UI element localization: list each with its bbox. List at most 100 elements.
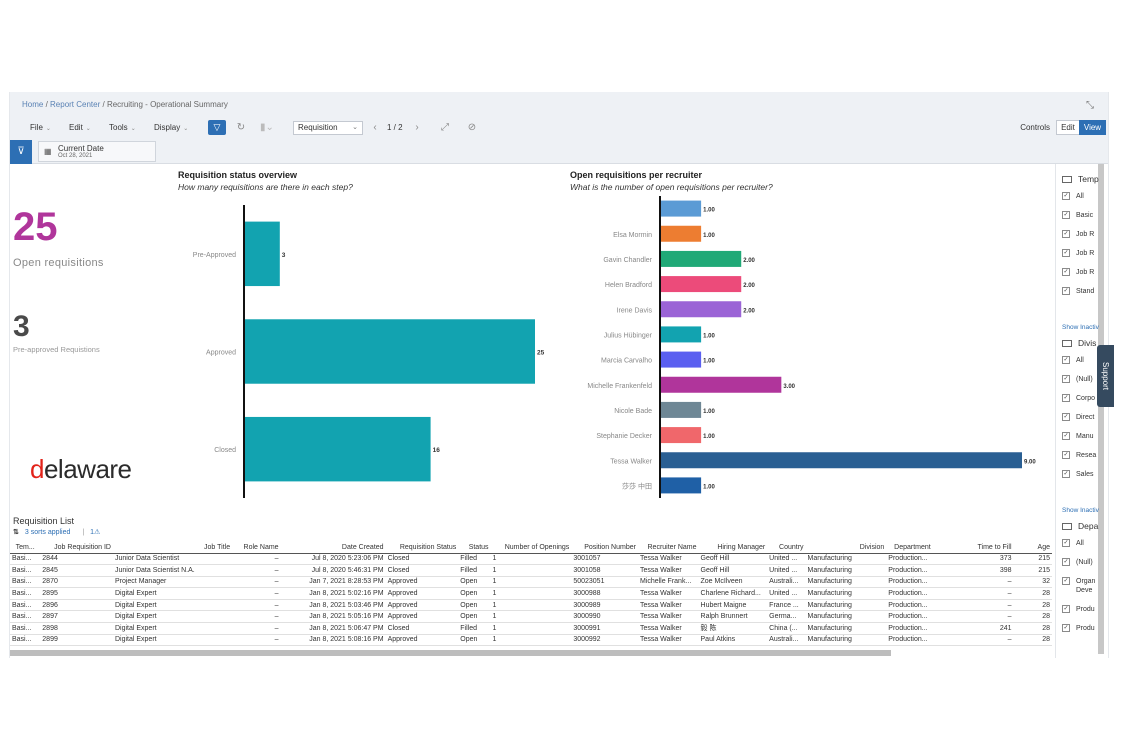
checkbox[interactable]: ✓ bbox=[1062, 539, 1070, 547]
chart2-bar bbox=[661, 452, 1022, 468]
filter-item[interactable]: ✓ All bbox=[1062, 356, 1084, 364]
table-cell: 215 bbox=[1014, 565, 1053, 577]
table-cell: 28 bbox=[1014, 588, 1053, 600]
column-header[interactable]: Tem... bbox=[10, 542, 40, 553]
filter-item[interactable]: ✓ Resea bbox=[1062, 451, 1096, 459]
filter-item[interactable]: ✓ All bbox=[1062, 539, 1084, 547]
table-cell: Open bbox=[458, 599, 490, 611]
charts-canvas: Pre-Approved 3Approved 25Closed 161.00Elsa … bbox=[10, 92, 1050, 512]
table-cell: 1 bbox=[491, 623, 572, 635]
table-cell: Basi... bbox=[10, 623, 40, 635]
checkbox[interactable]: ✓ bbox=[1062, 287, 1070, 295]
checkbox[interactable]: ✓ bbox=[1062, 432, 1070, 440]
column-header[interactable]: Time to Fill bbox=[933, 542, 1014, 553]
column-header[interactable]: Division bbox=[806, 542, 887, 553]
table-cell: Open bbox=[458, 588, 490, 600]
table-cell: Filled bbox=[458, 565, 490, 577]
filter-item[interactable]: ✓ Corpo bbox=[1062, 394, 1095, 402]
chart1-category-label: Pre-Approved bbox=[193, 252, 236, 259]
exit-fullscreen-icon[interactable]: ⤡ bbox=[1086, 100, 1094, 111]
checkbox[interactable]: ✓ bbox=[1062, 624, 1070, 632]
filter-item[interactable]: ✓ Job R bbox=[1062, 268, 1094, 276]
show-inactive-link[interactable]: Show Inactiv bbox=[1062, 507, 1099, 514]
checkbox[interactable]: ✓ bbox=[1062, 268, 1070, 276]
checkbox[interactable]: ✓ bbox=[1062, 413, 1070, 421]
checkbox[interactable]: ✓ bbox=[1062, 192, 1070, 200]
column-header[interactable]: Number of Openings bbox=[491, 542, 572, 553]
column-header[interactable]: Job Title bbox=[113, 542, 232, 553]
table-cell: Ralph Brunnert bbox=[699, 611, 768, 623]
filter-item[interactable]: ✓ Job R bbox=[1062, 230, 1094, 238]
table-cell: 1 bbox=[491, 634, 572, 646]
column-header[interactable]: Role Name bbox=[232, 542, 280, 553]
table-cell: Digital Expert bbox=[113, 634, 232, 646]
column-header[interactable]: Status bbox=[458, 542, 490, 553]
filter-item[interactable]: ✓ Basic bbox=[1062, 211, 1093, 219]
checkbox[interactable]: ✓ bbox=[1062, 375, 1070, 383]
checkbox[interactable]: ✓ bbox=[1062, 249, 1070, 257]
table-row[interactable]: Basi... 2845 Junior Data Scientist N.A. – Ju… bbox=[10, 565, 1052, 577]
checkbox[interactable]: ✓ bbox=[1062, 605, 1070, 613]
table-cell: Tessa Walker bbox=[638, 611, 699, 623]
column-header[interactable]: Recruiter Name bbox=[638, 542, 699, 553]
checkbox[interactable]: ✓ bbox=[1062, 451, 1070, 459]
table-row[interactable]: Basi... 2896 Digital Expert – Jan 8, 2021 5:… bbox=[10, 599, 1052, 611]
filter-item[interactable]: ✓ Sales bbox=[1062, 470, 1094, 478]
table-row[interactable]: Basi... 2899 Digital Expert – Jan 8, 2021 5:… bbox=[10, 634, 1052, 646]
filter-item[interactable]: ✓ (Null) bbox=[1062, 558, 1093, 566]
column-header[interactable]: Position Number bbox=[571, 542, 638, 553]
filter-item[interactable]: ✓ Manu bbox=[1062, 432, 1094, 440]
table-cell: Jan 8, 2021 5:08:16 PM bbox=[281, 634, 386, 646]
filter-item[interactable]: ✓ Job R bbox=[1062, 249, 1094, 257]
table-cell: Manufacturing bbox=[806, 611, 887, 623]
show-inactive-link[interactable]: Show Inactiv bbox=[1062, 324, 1099, 331]
chart2-bar bbox=[661, 377, 781, 393]
checkbox[interactable]: ✓ bbox=[1062, 577, 1070, 585]
table-cell: Geoff Hill bbox=[699, 565, 768, 577]
checkbox[interactable]: ✓ bbox=[1062, 470, 1070, 478]
table-cell: Open bbox=[458, 576, 490, 588]
view-mode-button[interactable]: View bbox=[1079, 120, 1106, 135]
table-row[interactable]: Basi... 2897 Digital Expert – Jan 8, 2021 5:… bbox=[10, 611, 1052, 623]
column-header[interactable]: Department bbox=[886, 542, 932, 553]
column-header[interactable]: Hiring Manager bbox=[699, 542, 768, 553]
filter-item[interactable]: ✓ Produ bbox=[1062, 624, 1095, 632]
table-cell: – bbox=[232, 623, 280, 635]
table-cell: Closed bbox=[386, 565, 459, 577]
filter-item[interactable]: ✓ All bbox=[1062, 192, 1084, 200]
table-row[interactable]: Basi... 2895 Digital Expert – Jan 8, 2021 5:… bbox=[10, 588, 1052, 600]
column-header[interactable]: Requisition Status bbox=[386, 542, 459, 553]
checkbox[interactable]: ✓ bbox=[1062, 211, 1070, 219]
column-header[interactable]: Date Created bbox=[281, 542, 386, 553]
table-cell: 3000990 bbox=[571, 611, 638, 623]
checkbox[interactable]: ✓ bbox=[1062, 558, 1070, 566]
edit-mode-button[interactable]: Edit bbox=[1056, 120, 1080, 135]
table-row[interactable]: Basi... 2898 Digital Expert – Jan 8, 2021 5:… bbox=[10, 623, 1052, 635]
table-cell: Production... bbox=[886, 599, 932, 611]
horizontal-scrollbar[interactable] bbox=[10, 650, 891, 656]
filter-item[interactable]: ✓ Stand bbox=[1062, 287, 1094, 295]
chart2-bar bbox=[661, 352, 701, 368]
table-cell: Manufacturing bbox=[806, 634, 887, 646]
table-row[interactable]: Basi... 2870 Project Manager – Jan 7, 2021 8… bbox=[10, 576, 1052, 588]
column-header[interactable]: Country bbox=[767, 542, 805, 553]
table-cell: 2895 bbox=[40, 588, 113, 600]
filter-item[interactable]: ✓ Produ bbox=[1062, 605, 1095, 613]
filter-item[interactable]: ✓ Direct bbox=[1062, 413, 1094, 421]
filter-item[interactable]: ✓ Organ Deve bbox=[1062, 577, 1094, 595]
checkbox[interactable]: ✓ bbox=[1062, 394, 1070, 402]
chart2-data-label: 1.00 bbox=[703, 233, 715, 239]
column-header[interactable]: Job Requisition ID bbox=[40, 542, 113, 553]
sorts-indicator[interactable]: ⇅ 3 sorts applied | 1⚠ bbox=[13, 528, 100, 536]
checkbox[interactable]: ✓ bbox=[1062, 356, 1070, 364]
filter-item[interactable]: ✓ (Null) bbox=[1062, 375, 1093, 383]
table-cell: United ... bbox=[767, 553, 805, 565]
table-cell: 1 bbox=[491, 565, 572, 577]
table-cell: 32 bbox=[1014, 576, 1053, 588]
table-row[interactable]: Basi... 2844 Junior Data Scientist – Jul 8, … bbox=[10, 553, 1052, 565]
support-tab[interactable]: Support bbox=[1097, 345, 1114, 407]
vertical-scrollbar[interactable] bbox=[1098, 164, 1104, 654]
checkbox[interactable]: ✓ bbox=[1062, 230, 1070, 238]
chart2-bar bbox=[661, 402, 701, 418]
column-header[interactable]: Age bbox=[1014, 542, 1053, 553]
